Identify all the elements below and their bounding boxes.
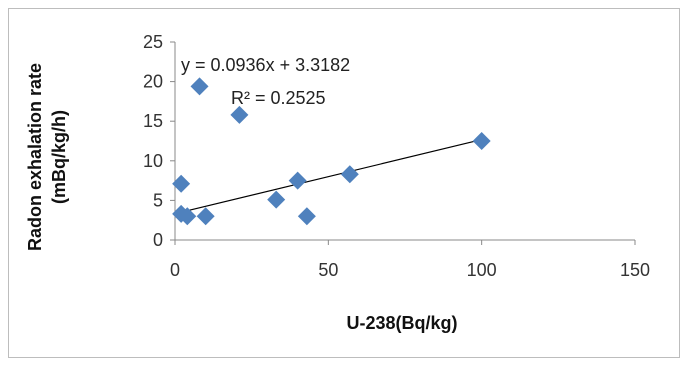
plot-area: 0 5 10 15 20 25 0 50 100 150 (143, 32, 650, 280)
data-point (172, 174, 191, 193)
y-tick-label: 25 (143, 32, 163, 52)
x-tick-label: 150 (620, 260, 650, 280)
linear-trendline (174, 139, 482, 215)
x-axis-title: U-238(Bq/kg) (346, 313, 457, 333)
x-tick-label: 50 (318, 260, 338, 280)
data-point (288, 171, 307, 190)
data-point (340, 165, 359, 184)
data-point (190, 77, 209, 96)
scatter-chart: 0 5 10 15 20 25 0 50 100 150 y = 0.0936x + 3.3182… (25, 32, 650, 333)
data-point (196, 207, 215, 226)
data-point (267, 190, 286, 209)
data-point (297, 207, 316, 226)
data-point (178, 207, 197, 226)
y-tick-label: 20 (143, 72, 163, 92)
x-tick-label: 100 (467, 260, 497, 280)
data-point (472, 132, 491, 150)
y-tick-label: 10 (143, 151, 163, 171)
data-point (230, 105, 249, 124)
chart-frame: 0 5 10 15 20 25 0 50 100 150 y = 0.0936x + 3.3182… (8, 8, 680, 358)
y-tick-label: 0 (153, 230, 163, 250)
y-axis-title-line1: Radon exhalation rate (25, 63, 45, 251)
x-tick-label: 0 (170, 260, 180, 280)
y-tick-label: 5 (153, 190, 163, 210)
y-tick-label: 15 (143, 111, 163, 131)
trendline-equation-label: y = 0.0936x + 3.3182 (181, 55, 350, 75)
y-axis-title-line2: (mBq/kg/h) (49, 110, 69, 204)
r-squared-label: R² = 0.2525 (231, 88, 326, 108)
